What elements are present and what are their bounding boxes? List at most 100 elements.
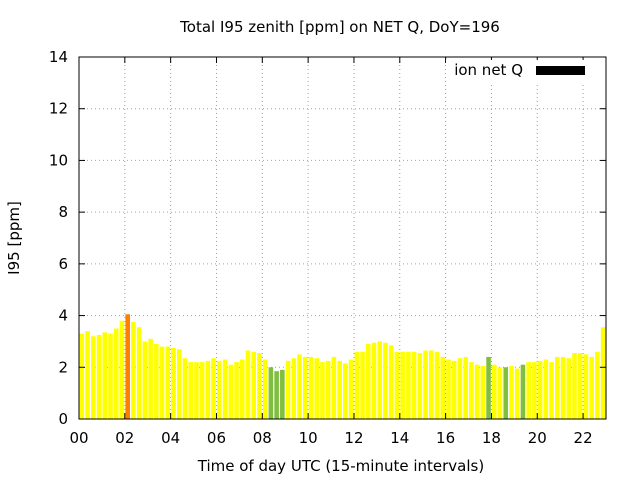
bar xyxy=(85,331,90,419)
y-tick-labels: 0 2 4 6 8 10 12 14 xyxy=(49,48,68,428)
axis-ticks xyxy=(78,56,606,420)
bar xyxy=(423,350,428,419)
bar xyxy=(549,362,554,419)
y-tick-label: 0 xyxy=(58,410,68,428)
legend-label: ion net Q xyxy=(454,61,523,79)
y-tick-label: 14 xyxy=(49,48,68,66)
bar xyxy=(222,359,228,419)
bar xyxy=(245,350,251,419)
bar xyxy=(194,362,199,419)
bar xyxy=(566,358,572,419)
bar xyxy=(360,351,365,419)
bar xyxy=(96,334,102,419)
x-tick-label: 00 xyxy=(69,429,88,447)
bar xyxy=(131,322,136,419)
bar xyxy=(142,341,148,419)
bar xyxy=(514,368,520,419)
bar xyxy=(526,362,531,419)
bar xyxy=(400,351,405,419)
bar xyxy=(383,342,388,419)
y-axis-label: I95 [ppm] xyxy=(5,201,23,275)
bar xyxy=(492,364,497,419)
bar xyxy=(285,360,291,419)
plot-frame xyxy=(78,56,607,420)
x-tick-label: 10 xyxy=(299,429,318,447)
bar xyxy=(394,351,400,419)
x-tick-labels: 00 02 04 06 08 10 12 14 16 18 20 22 xyxy=(69,429,592,447)
bar xyxy=(595,351,600,419)
bar xyxy=(280,369,285,419)
bar xyxy=(600,327,606,419)
bar xyxy=(354,351,360,419)
bar xyxy=(182,358,188,419)
bar xyxy=(555,356,560,419)
bar xyxy=(537,360,543,419)
bar xyxy=(572,353,577,419)
x-tick-label: 12 xyxy=(344,429,363,447)
bar xyxy=(509,365,514,419)
bar xyxy=(217,360,222,419)
x-tick-label: 16 xyxy=(436,429,455,447)
bar xyxy=(302,356,308,419)
bar xyxy=(320,362,325,419)
x-tick-label: 22 xyxy=(574,429,593,447)
bar xyxy=(411,351,417,419)
bar xyxy=(474,364,480,419)
bar xyxy=(308,356,314,419)
bar xyxy=(486,356,491,419)
bar xyxy=(297,354,302,419)
bar xyxy=(520,364,526,419)
bar xyxy=(457,358,463,419)
bar xyxy=(325,360,331,419)
bar xyxy=(440,356,446,419)
bar xyxy=(234,362,239,419)
x-tick-label: 06 xyxy=(207,429,226,447)
bar xyxy=(125,314,130,419)
bar xyxy=(251,351,257,419)
bar xyxy=(257,353,262,419)
y-tick-label: 10 xyxy=(49,151,68,169)
bar xyxy=(91,336,96,419)
bar xyxy=(434,351,440,419)
bar xyxy=(406,351,411,419)
bar xyxy=(148,338,153,419)
bar xyxy=(497,367,503,419)
legend-background xyxy=(446,60,596,82)
bar xyxy=(239,359,245,419)
x-tick-label: 20 xyxy=(528,429,547,447)
y-tick-label: 4 xyxy=(58,307,68,325)
bar xyxy=(274,371,279,419)
y-tick-label: 12 xyxy=(49,100,68,118)
y-tick-label: 8 xyxy=(58,203,68,221)
x-tick-label: 14 xyxy=(390,429,409,447)
y-tick-label: 6 xyxy=(58,255,68,273)
bar xyxy=(291,358,297,419)
bars xyxy=(79,314,606,419)
y-tick-label: 2 xyxy=(58,358,68,376)
bar xyxy=(388,345,394,419)
bar xyxy=(262,359,268,419)
legend: ion net Q xyxy=(446,60,596,82)
bar xyxy=(205,360,211,419)
bar xyxy=(543,359,549,419)
bar xyxy=(560,356,566,419)
bar xyxy=(532,362,537,419)
bar xyxy=(417,353,423,419)
bar xyxy=(469,362,474,419)
bar xyxy=(188,362,193,419)
bar xyxy=(79,333,85,419)
bar xyxy=(589,356,594,419)
bar xyxy=(446,359,451,419)
bar xyxy=(577,353,583,419)
bar xyxy=(176,349,182,419)
bar xyxy=(108,333,113,419)
bar xyxy=(337,360,342,419)
bar xyxy=(377,341,383,419)
bar xyxy=(314,358,320,419)
bar xyxy=(503,367,509,419)
bar xyxy=(102,332,108,419)
bar xyxy=(119,320,125,419)
bar xyxy=(211,358,216,419)
bar xyxy=(268,367,274,419)
